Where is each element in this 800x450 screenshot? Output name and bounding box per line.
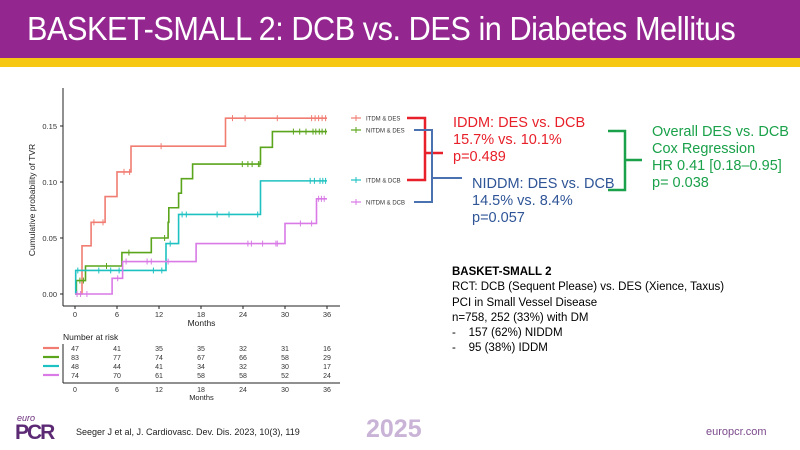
study-summary: BASKET-SMALL 2 RCT: DCB (Sequent Please)… [452,265,724,357]
europcr-logo-small: euro [17,413,36,423]
risk-cell: 47 [71,346,79,353]
risk-time-label: 18 [197,387,205,394]
study-line: PCI in Small Vessel Disease [452,296,598,309]
risk-time-label: 36 [323,387,331,394]
website-link[interactable]: europcr.com [706,426,767,438]
risk-cell: 29 [323,355,331,362]
risk-cell: 16 [323,346,331,353]
x-tick-label: 18 [197,310,205,319]
risk-time-label: 12 [155,387,163,394]
risk-table-title: Number at risk [63,332,119,342]
axes: 0.00 0.05 0.10 0.15 0 6 12 18 24 30 36 Months Cumula… [27,88,340,328]
risk-cell: 35 [197,346,205,353]
risk-cell: 24 [323,373,331,380]
niddm-comparison: NIDDM: DES vs. DCB 14.5% vs. 8.4% p=0.05… [472,176,615,227]
risk-cell: 34 [197,364,205,371]
iddm-line-1: IDDM: DES vs. DCB [453,115,586,131]
risk-cell: 74 [155,355,163,362]
risk-cell: 31 [281,346,289,353]
risk-cell: 66 [239,355,247,362]
risk-cell: 70 [113,373,121,380]
risk-cell: 61 [155,373,163,380]
overall-line-1: Overall DES vs. DCB [652,124,789,140]
x-tick-label: 0 [73,310,77,319]
y-tick-label: 0.00 [42,290,57,299]
x-tick-label: 24 [239,310,247,319]
x-tick-label: 12 [155,310,163,319]
risk-cell: 30 [281,364,289,371]
risk-time-label: 0 [73,387,77,394]
niddm-line-2: 14.5% vs. 8.4% [472,193,573,210]
plot-area [74,115,327,297]
x-axis-label: Months [188,318,216,328]
risk-cell: 77 [113,355,121,362]
y-tick-label: 0.10 [42,178,57,187]
study-line: - 157 (62%) NIDDM [452,327,563,340]
x-tick-label: 36 [323,310,331,319]
overall-line-4: p= 0.038 [652,175,709,192]
risk-cell: 83 [71,355,79,362]
overall-comparison: Overall DES vs. DCB Cox Regression HR 0.… [652,124,789,192]
risk-cell: 48 [71,364,79,371]
risk-cell: 41 [113,346,121,353]
risk-cell: 58 [281,355,289,362]
km-curve [75,198,327,295]
risk-cell: 44 [113,364,121,371]
overall-line-2: Cox Regression [652,141,756,158]
y-axis-label: Cumulative probability of TVR [27,144,37,256]
study-line: RCT: DCB (Sequent Please) vs. DES (Xienc… [452,281,725,294]
europcr-logo: PCR [15,421,55,444]
legend-label: NITDM & DCB [366,201,405,207]
risk-cell: 32 [239,364,247,371]
risk-cell: 52 [281,373,289,380]
overall-bracket [608,129,642,192]
legend-label: ITDM & DCB [366,179,401,185]
slide-title: BASKET-SMALL 2: DCB vs. DES in Diabetes … [27,10,736,47]
km-curve [75,130,327,295]
study-line: n=758, 252 (33%) with DM [452,311,589,324]
overall-line-3: HR 0.41 [0.18–0.95] [652,158,782,175]
niddm-line-1: NIDDM: DES vs. DCB [472,176,615,192]
iddm-line-2: 15.7% vs. 10.1% [453,132,562,149]
km-curve [74,180,327,295]
risk-cell: 35 [155,346,163,353]
study-title: BASKET-SMALL 2 [452,266,552,278]
risk-cell: 74 [71,373,79,380]
risk-cell: 17 [323,364,331,371]
niddm-line-3: p=0.057 [472,210,525,227]
risk-time-label: 6 [115,387,119,394]
risk-time-label: 24 [239,387,247,394]
title-bar: BASKET-SMALL 2: DCB vs. DES in Diabetes … [0,0,800,58]
risk-cell: 32 [239,346,247,353]
accent-bar [0,58,800,67]
niddm-bracket [414,129,462,203]
comparison-brackets [407,116,642,203]
study-line: - 95 (38%) IDDM [452,342,548,355]
iddm-comparison: IDDM: DES vs. DCB 15.7% vs. 10.1% p=0.48… [453,115,585,166]
y-tick-label: 0.05 [42,234,57,243]
risk-cell: 58 [239,373,247,380]
legend-label: ITDM & DES [366,117,400,123]
conference-year: 2025 [366,415,422,443]
iddm-line-3: p=0.489 [453,149,506,166]
citation: Seeger J et al, J. Cardiovasc. Dev. Dis.… [76,427,300,437]
y-tick-label: 0.15 [42,122,57,131]
risk-cell: 58 [197,373,205,380]
km-curve [75,117,327,295]
x-tick-label: 6 [115,310,119,319]
risk-xlabel: Months [189,393,214,402]
risk-table: Number at risk 47 41 35 35 32 31 16 83 77 74 67 66 58… [43,332,340,402]
iddm-bracket [407,116,443,182]
legend-label: NITDM & DES [366,129,405,135]
legend: ITDM & DES NITDM & DES ITDM & DCB NITDM & D… [351,115,405,207]
x-tick-label: 30 [281,310,289,319]
risk-cell: 67 [197,355,205,362]
risk-time-label: 30 [281,387,289,394]
risk-cell: 41 [155,364,163,371]
